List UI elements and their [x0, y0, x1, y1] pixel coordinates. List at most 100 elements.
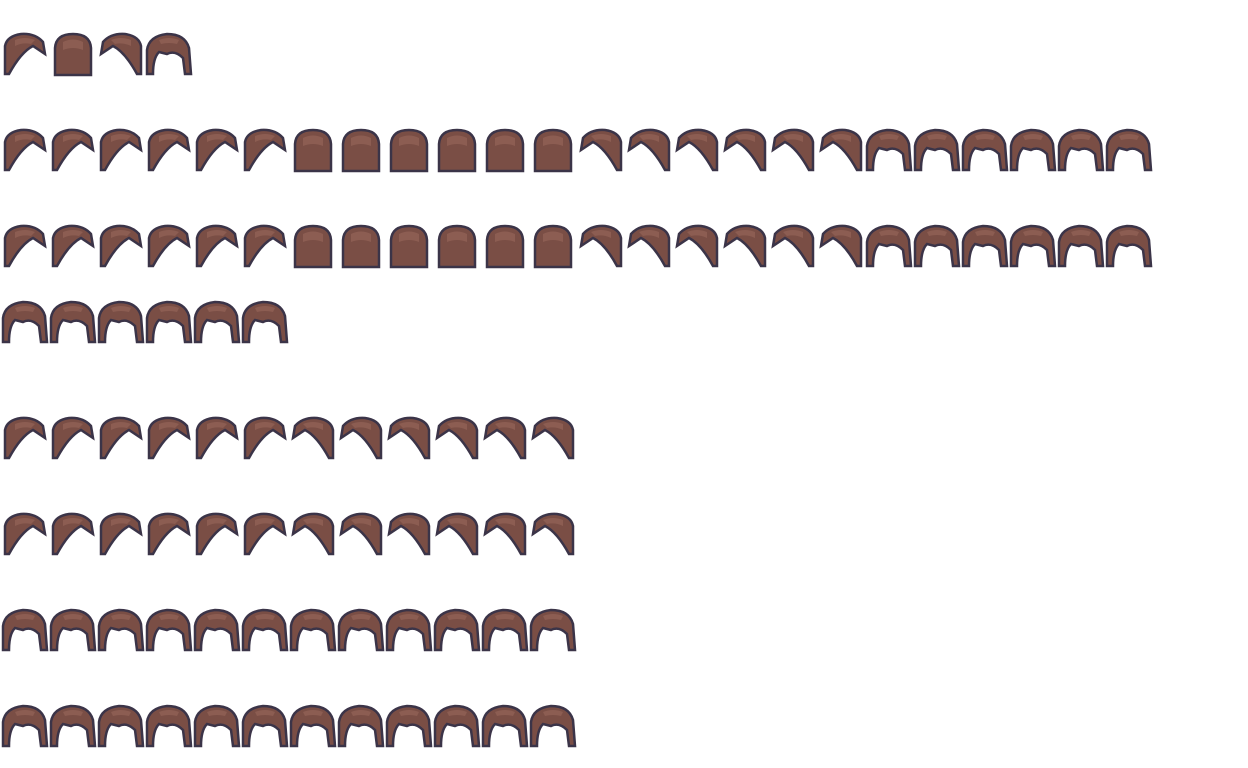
hair-sprite [627, 224, 671, 268]
hair-sprite [193, 300, 241, 344]
hair-sprite [145, 704, 193, 748]
hair-sprite [389, 128, 429, 173]
hair-sprite [51, 416, 95, 460]
hair-sprite [337, 608, 385, 652]
hair-sprite [293, 224, 333, 269]
hair-sprite [1057, 224, 1105, 268]
hair-sprite [433, 608, 481, 652]
hair-sprite [435, 416, 479, 460]
hair-sprite [241, 704, 289, 748]
hair-sprite [1057, 128, 1105, 172]
hair-sprite [435, 512, 479, 556]
hair-sprite [243, 416, 287, 460]
hair-sprite [531, 512, 575, 556]
hair-sprite [341, 224, 381, 269]
hair-sprite [533, 224, 573, 269]
hair-sprite [51, 128, 95, 172]
hair-sprite [243, 512, 287, 556]
hair-sprite [97, 608, 145, 652]
hair-sprite [771, 224, 815, 268]
hair-sprite [1, 300, 49, 344]
hair-sprite [193, 608, 241, 652]
hair-sprite [1105, 128, 1153, 172]
hair-sprite [99, 32, 143, 76]
hair-sprite [145, 608, 193, 652]
hair-sprite [579, 128, 623, 172]
hair-sprite [99, 416, 143, 460]
hair-sprite [483, 416, 527, 460]
hair-sprite [387, 512, 431, 556]
hair-sprite [483, 512, 527, 556]
hair-sprite [97, 704, 145, 748]
hair-sprite [53, 32, 93, 77]
hair-sprite [241, 608, 289, 652]
hair-sprite [389, 224, 429, 269]
hair-sprite [437, 128, 477, 173]
hair-sprite [481, 608, 529, 652]
hair-sprite [865, 224, 913, 268]
hair-sprite [529, 608, 577, 652]
hair-sprite [531, 416, 575, 460]
hair-sprite [1009, 128, 1057, 172]
hair-sprite [339, 416, 383, 460]
hair-sprite [49, 608, 97, 652]
hair-sprite [99, 224, 143, 268]
hair-sprite [195, 224, 239, 268]
hair-sprite [3, 224, 47, 268]
hair-sprite [51, 512, 95, 556]
hair-sprite [147, 128, 191, 172]
hair-sprite [97, 300, 145, 344]
hair-sprite [243, 224, 287, 268]
hair-sprite [723, 224, 767, 268]
hair-sprite [195, 416, 239, 460]
hair-sprite [293, 128, 333, 173]
hair-sprite [49, 704, 97, 748]
hair-sprite [485, 128, 525, 173]
hair-sprite [99, 128, 143, 172]
hair-sprite [337, 704, 385, 748]
hair-sprite [243, 128, 287, 172]
hair-sprite [99, 512, 143, 556]
hair-sprite [147, 416, 191, 460]
hair-sprite [675, 128, 719, 172]
hair-sprite [1105, 224, 1153, 268]
hair-sprite [437, 224, 477, 269]
hair-sprite [147, 512, 191, 556]
hair-sprite [529, 704, 577, 748]
hair-sprite [291, 416, 335, 460]
hair-sprite [339, 512, 383, 556]
hair-sprite [145, 300, 193, 344]
hair-sprite [49, 300, 97, 344]
hair-sprite [913, 224, 961, 268]
hair-sprite [1, 704, 49, 748]
hair-sprite [51, 224, 95, 268]
hair-sprite [913, 128, 961, 172]
hair-sprite [3, 416, 47, 460]
hair-sprite [1009, 224, 1057, 268]
hair-sprite [771, 128, 815, 172]
hair-sprite [865, 128, 913, 172]
hair-sprite [961, 224, 1009, 268]
hair-sprite [533, 128, 573, 173]
hair-sprite [433, 704, 481, 748]
hair-sprite [3, 32, 47, 76]
hair-sprite [241, 300, 289, 344]
hair-sprite [195, 128, 239, 172]
hair-sprite [675, 224, 719, 268]
hair-sprite [289, 608, 337, 652]
hair-sprite [961, 128, 1009, 172]
hair-sprite [291, 512, 335, 556]
hair-sprite [579, 224, 623, 268]
hair-sprite [481, 704, 529, 748]
hair-sprite [3, 512, 47, 556]
hair-sprite [289, 704, 337, 748]
hair-sprite [385, 608, 433, 652]
hair-sprite [385, 704, 433, 748]
hair-sprite [1, 608, 49, 652]
hair-sprite [387, 416, 431, 460]
hair-sprite [485, 224, 525, 269]
hair-sprite [147, 224, 191, 268]
hair-sprite [145, 32, 193, 76]
